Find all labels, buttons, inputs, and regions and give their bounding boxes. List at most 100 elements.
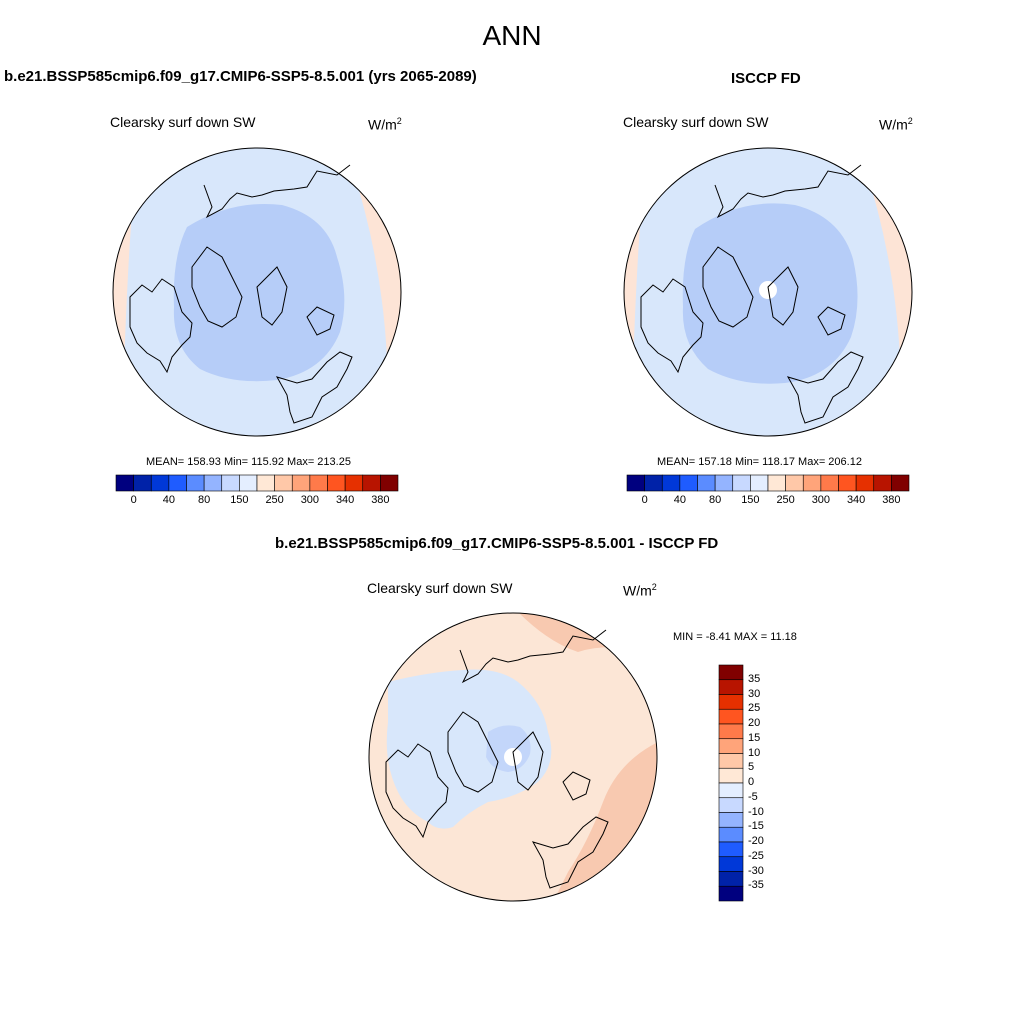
colorbar-tick-label: 20 (748, 717, 761, 729)
colorbar-swatch (626, 474, 645, 492)
colorbar-swatch (644, 474, 663, 492)
colorbar-swatch (256, 474, 275, 492)
obs-polar-map (623, 147, 913, 437)
colorbar-swatch (718, 826, 744, 843)
colorbar-tick-label: 0 (641, 494, 648, 506)
colorbar-tick-label: 150 (230, 494, 249, 506)
colorbar-tick-label: 10 (748, 746, 761, 759)
obs-map-border (623, 147, 913, 437)
colorbar-swatch (785, 474, 804, 492)
colorbar-tick-label: 40 (673, 494, 686, 506)
colorbar-swatch (718, 767, 744, 784)
colorbar-tick-label: -20 (748, 835, 764, 847)
colorbar-tick-label: 380 (882, 494, 901, 506)
colorbar-swatch (239, 474, 258, 492)
colorbar-swatch (718, 664, 744, 681)
colorbar-swatch (115, 474, 134, 492)
colorbar-tick-label: -10 (748, 805, 764, 818)
colorbar-tick-label: 35 (748, 672, 761, 685)
colorbar-tick-label: 380 (371, 494, 390, 506)
colorbar-swatch (203, 474, 223, 492)
colorbar-swatch (150, 474, 170, 492)
colorbar-swatch (767, 474, 786, 492)
colorbar-swatch (718, 694, 744, 710)
colorbar-tick-label: 150 (741, 494, 760, 506)
colorbar-tick-label: 40 (162, 494, 175, 506)
model-units: W/m2 (368, 116, 402, 133)
diff-coast-svalbard (562, 771, 591, 801)
colorbar-swatch (718, 885, 744, 902)
colorbar-tick-label: 340 (335, 494, 355, 506)
obs-colorbar-ticks: 0 40 80 150 250 300 340 380 (627, 494, 909, 510)
obs-coast-scandinavia (786, 351, 864, 424)
colorbar-swatch (718, 753, 744, 769)
model-polar-map (112, 147, 402, 437)
colorbar-swatch (718, 797, 744, 813)
colorbar-tick-label: 80 (709, 494, 722, 506)
model-map-border (112, 147, 402, 437)
model-units-exp: 2 (396, 116, 402, 126)
obs-colorbar (626, 474, 910, 492)
page-title: ANN (482, 20, 542, 51)
colorbar-swatch (679, 474, 698, 492)
diff-colorbar-ticks: 35 30 25 20 15 10 5 0 -5 -10 -15 -20 -25 -30 -35 (748, 665, 788, 901)
colorbar-tick-label: 80 (198, 494, 211, 506)
diff-stats: MIN = -8.41 MAX = 11.18 (673, 631, 797, 643)
colorbar-swatch (838, 474, 857, 492)
obs-units-exp: 2 (907, 116, 913, 126)
colorbar-tick-label: 0 (130, 494, 137, 506)
colorbar-tick-label: 15 (748, 731, 761, 744)
obs-coastlines (640, 164, 864, 424)
colorbar-tick-label: 5 (748, 761, 755, 774)
diff-colorbar (718, 664, 744, 902)
colorbar-swatch (718, 723, 744, 740)
obs-coast-archipelago (702, 246, 754, 328)
colorbar-swatch (891, 474, 910, 492)
colorbar-tick-label: 300 (300, 494, 320, 506)
diff-units: W/m2 (623, 582, 657, 599)
diff-units-base: W/m (623, 582, 652, 599)
diff-coast-alaska (385, 743, 449, 839)
diff-coast-scandinavia (531, 816, 609, 889)
obs-coast-siberia (714, 164, 862, 219)
model-variable-label: Clearsky surf down SW (110, 114, 256, 130)
colorbar-swatch (291, 474, 311, 492)
colorbar-swatch (718, 738, 744, 754)
diff-polar-map (368, 612, 658, 902)
diff-map-border (368, 612, 658, 902)
model-stats: MEAN= 158.93 Min= 115.92 Max= 213.25 (146, 456, 351, 468)
colorbar-swatch (718, 856, 744, 872)
colorbar-swatch (802, 474, 822, 492)
colorbar-swatch (718, 782, 744, 799)
obs-case-title: ISCCP FD (731, 70, 801, 87)
model-units-base: W/m (368, 116, 397, 133)
diff-coast-siberia (459, 629, 607, 684)
model-coast-greenland (256, 266, 288, 326)
colorbar-tick-label: -5 (748, 790, 758, 803)
model-coast-alaska (129, 278, 193, 374)
colorbar-swatch (718, 841, 744, 858)
colorbar-tick-label: 0 (748, 776, 755, 788)
diff-coast-archipelago (447, 711, 499, 793)
colorbar-swatch (221, 474, 240, 492)
colorbar-tick-label: -35 (748, 879, 764, 892)
colorbar-swatch (718, 871, 744, 887)
colorbar-swatch (820, 474, 839, 492)
colorbar-swatch (718, 812, 744, 828)
model-coast-scandinavia (275, 351, 353, 424)
colorbar-swatch (732, 474, 751, 492)
model-coast-svalbard (306, 306, 335, 336)
colorbar-swatch (309, 474, 328, 492)
colorbar-swatch (274, 474, 293, 492)
obs-coast-svalbard (817, 306, 846, 336)
colorbar-swatch (168, 474, 187, 492)
colorbar-swatch (750, 474, 769, 492)
diff-case-title: b.e21.BSSP585cmip6.f09_g17.CMIP6-SSP5-8.… (275, 535, 719, 552)
diff-cool-region (386, 669, 552, 829)
colorbar-tick-label: -30 (748, 864, 764, 877)
colorbar-swatch (855, 474, 875, 492)
colorbar-swatch (718, 708, 744, 725)
colorbar-tick-label: 25 (748, 702, 761, 715)
colorbar-tick-label: 250 (265, 494, 284, 506)
colorbar-swatch (327, 474, 346, 492)
